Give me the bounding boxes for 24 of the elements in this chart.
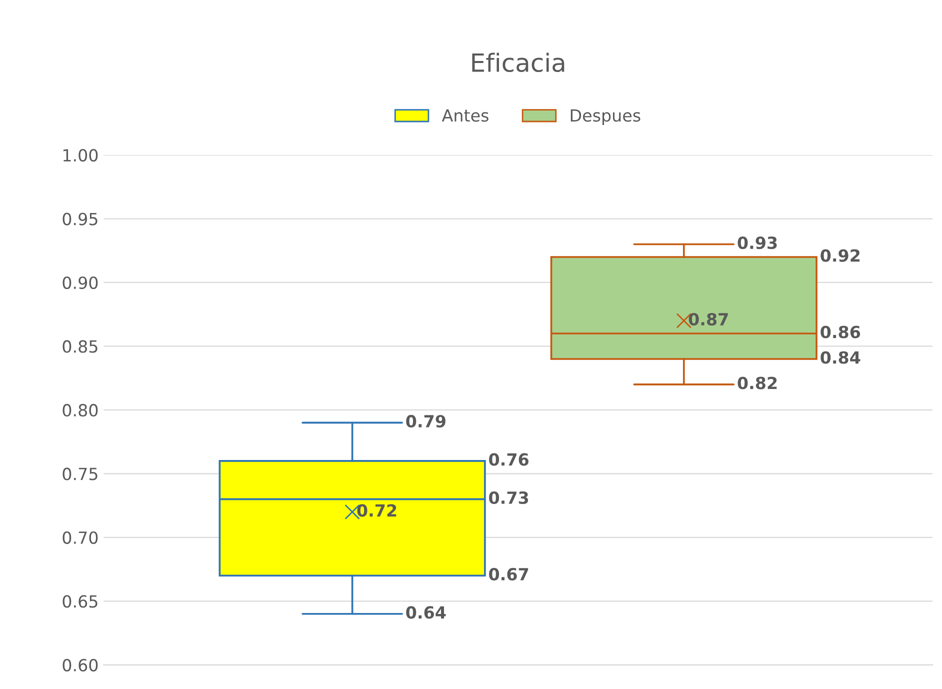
y-tick-label: 0.70 (62, 531, 98, 544)
annotation: 0.92 (820, 249, 860, 262)
chart-title: Eficacia (472, 52, 564, 72)
y-tick-label: 0.65 (62, 595, 98, 608)
annotation: 0.79 (406, 414, 446, 428)
y-tick-label: 0.90 (62, 276, 98, 290)
annotation: 0.73 (489, 491, 528, 504)
annotation: 0.86 (820, 326, 860, 338)
annotation: 0.64 (406, 606, 446, 619)
annotation: 0.67 (489, 568, 528, 580)
annotation: 0.76 (489, 453, 528, 466)
annotation: 0.87 (688, 312, 728, 326)
legend-label: Despues (570, 109, 640, 125)
annotation: 0.84 (820, 351, 860, 364)
y-tick-label: 0.95 (62, 212, 98, 226)
y-tick-label: 1.00 (63, 148, 98, 162)
y-tick-label: 0.60 (62, 658, 98, 672)
annotation: 0.72 (357, 504, 396, 517)
annotation: 0.93 (738, 236, 777, 250)
y-tick-label: 0.75 (62, 468, 98, 480)
y-tick-label: 0.80 (62, 404, 98, 417)
annotation: 0.82 (738, 376, 777, 390)
legend-label: Antes (442, 109, 488, 122)
y-tick-label: 0.85 (62, 340, 98, 353)
